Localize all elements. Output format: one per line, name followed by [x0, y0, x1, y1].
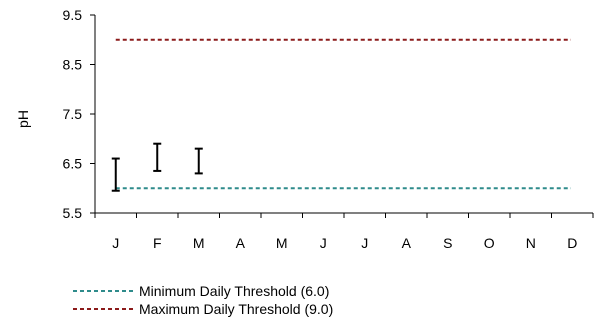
- y-tick-label: 8.5: [63, 57, 83, 73]
- x-tick-label: M: [276, 235, 288, 251]
- y-axis-label: pH: [15, 110, 31, 128]
- x-tick-label: D: [567, 235, 577, 251]
- x-tick-label: J: [361, 235, 368, 251]
- x-tick-label: O: [484, 235, 495, 251]
- range-bar: [111, 157, 120, 192]
- y-tick-label: 6.5: [63, 156, 83, 172]
- range-bar: [153, 142, 162, 172]
- x-tick-label: A: [236, 235, 246, 251]
- x-tick-label: J: [112, 235, 119, 251]
- legend-label: Maximum Daily Threshold (9.0): [139, 301, 333, 317]
- x-tick-label: N: [526, 235, 536, 251]
- x-tick-label: J: [320, 235, 327, 251]
- threshold-lines: [115, 38, 571, 190]
- x-tick-label: M: [193, 235, 205, 251]
- legend: Minimum Daily Threshold (6.0) Maximum Dai…: [73, 283, 333, 317]
- x-tick-label: F: [153, 235, 162, 251]
- y-tick-label: 7.5: [63, 106, 83, 122]
- x-tick-label: A: [402, 235, 412, 251]
- legend-label: Minimum Daily Threshold (6.0): [139, 283, 329, 299]
- x-tick-label: S: [443, 235, 452, 251]
- range-bar: [194, 147, 203, 175]
- y-tick-label: 9.5: [63, 7, 83, 23]
- y-tick-label: 5.5: [63, 205, 83, 221]
- range-bars: [111, 142, 203, 192]
- axes: 5.5 6.5 7.5 8.5 9.5 J F M A M J J A S O N D: [63, 7, 594, 251]
